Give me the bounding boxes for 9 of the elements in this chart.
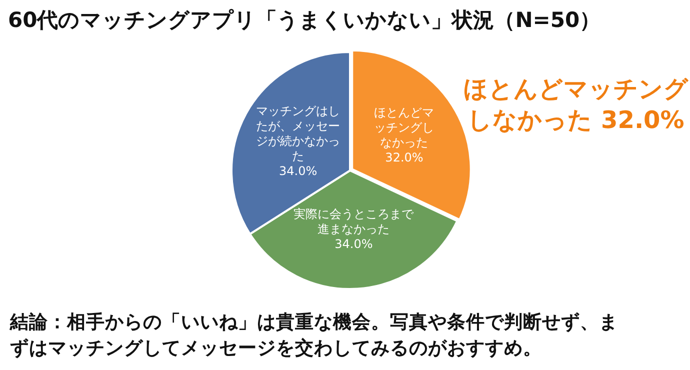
slice-label: 実際に会うところまで進まなかった [294, 206, 415, 236]
data-label: 34.0% [334, 236, 373, 251]
text: 結論：相手からの「いいね」は貴重な機会。写真や条件で判断せず、まずはマッチングしてメッセージを交わしてみるのがおすすめ。 [10, 311, 619, 361]
text: ほとんどマッチングしなかった 32.0% [462, 74, 690, 136]
slice-label: ほとんどマッチングしなかった [374, 106, 434, 150]
data-label: 32.0% [385, 150, 424, 165]
chart-title: 60代のマッチングアプリ「うまくいかない」状況（N=50） [8, 7, 601, 34]
slice-label: マッチングはしたが、メッセージが続かなかった [256, 104, 340, 164]
data-label: 34.0% [279, 164, 318, 178]
